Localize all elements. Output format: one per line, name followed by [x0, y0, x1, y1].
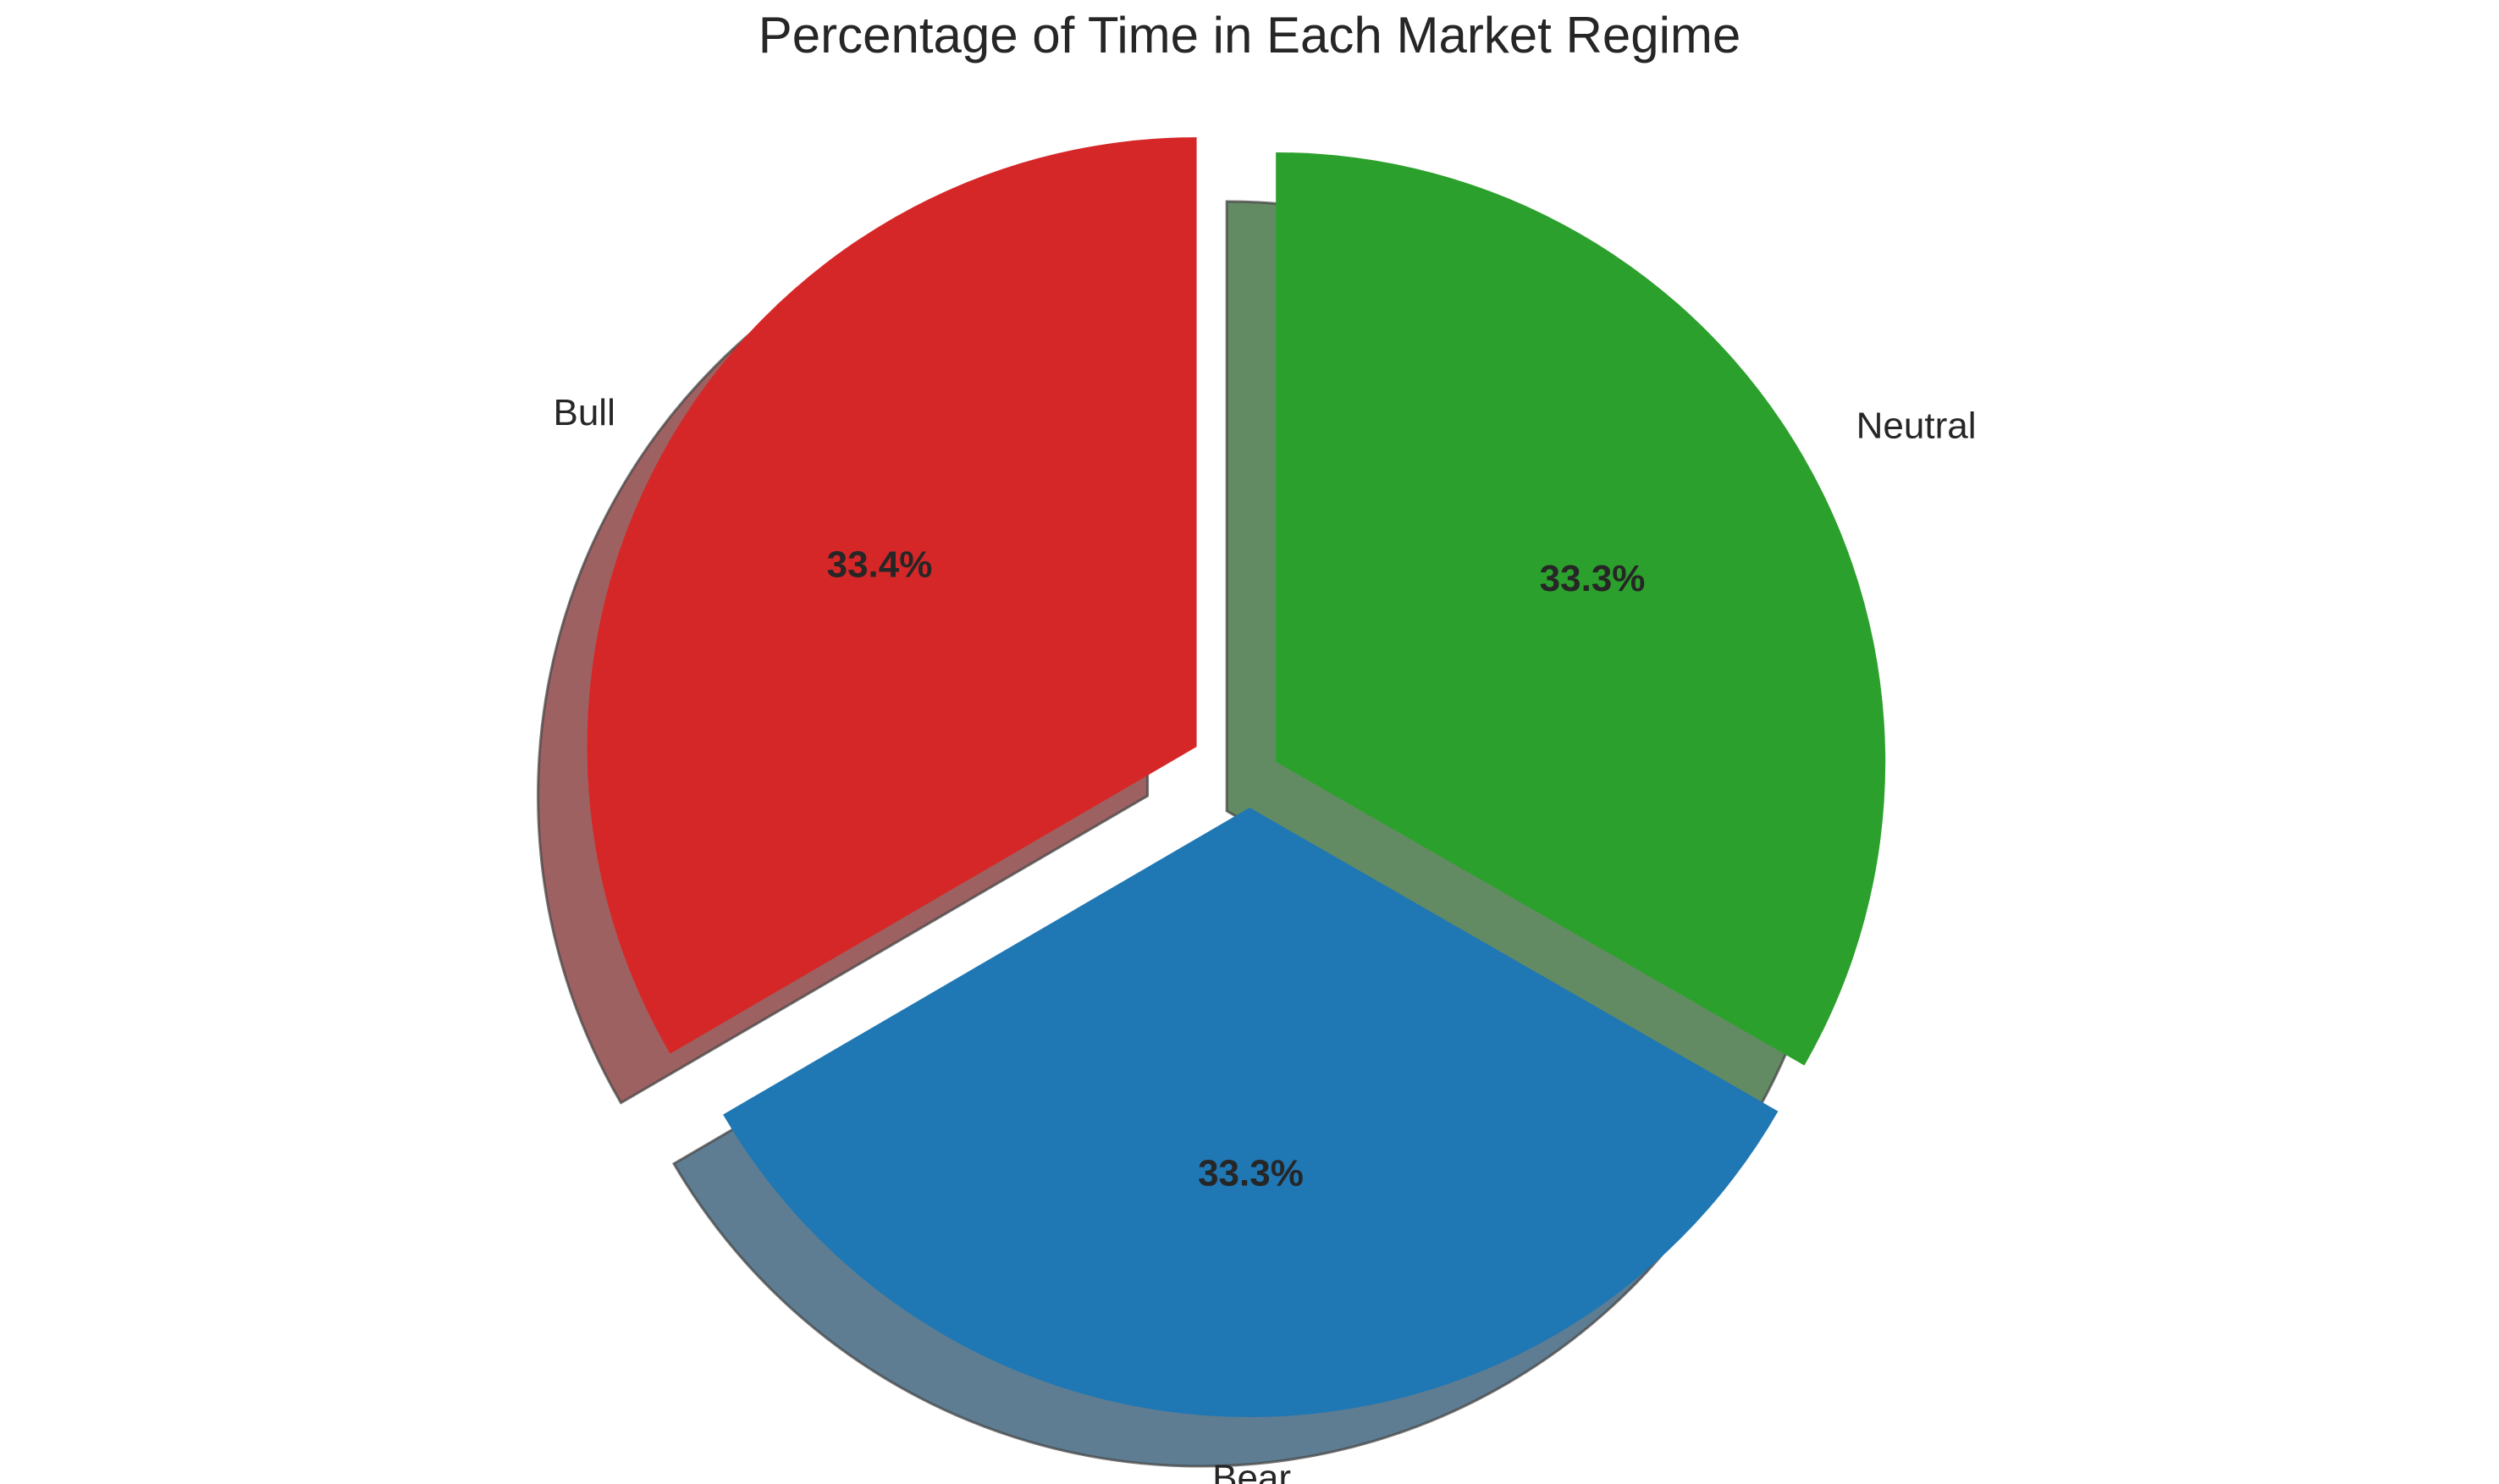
slice-labels: Bull 33.4% Bear 33.3% Neutral 33.3% [553, 392, 1976, 1484]
pie-slice-bull [587, 137, 1197, 1054]
slice-value-bear: 33.3% [1198, 1152, 1304, 1194]
slice-value-bull: 33.4% [827, 543, 933, 585]
pie-slices [587, 137, 1886, 1417]
slice-label-bear: Bear [1212, 1457, 1291, 1484]
pie-slice-neutral [1276, 152, 1886, 1066]
chart-title: Percentage of Time in Each Market Regime [759, 7, 1741, 63]
slice-label-neutral: Neutral [1856, 405, 1977, 447]
slice-value-neutral: 33.3% [1540, 558, 1646, 599]
slice-label-bull: Bull [553, 392, 615, 433]
pie-slice-bear [723, 807, 1779, 1417]
